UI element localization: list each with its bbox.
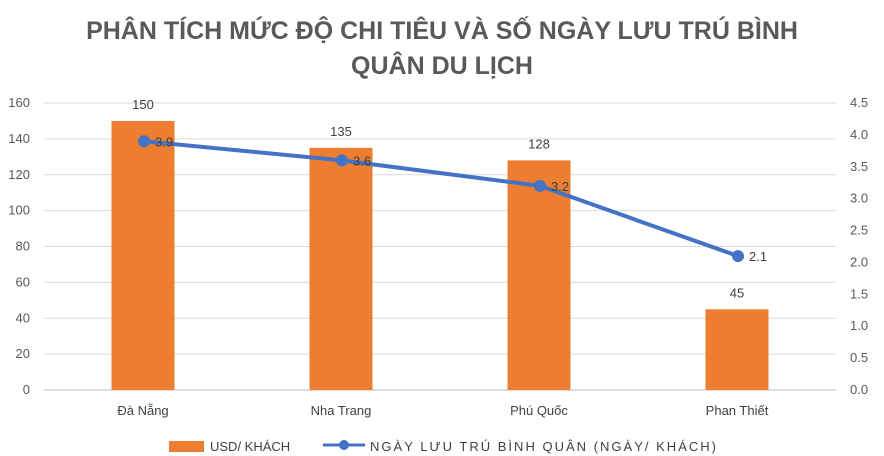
right-tick-label: 1.0 xyxy=(850,318,868,333)
gridlines xyxy=(44,102,836,391)
legend-line-label: NGÀY LƯU TRÚ BÌNH QUÂN (NGÀY/ KHÁCH) xyxy=(370,439,716,454)
right-tick-label: 3.0 xyxy=(850,191,868,206)
line-point xyxy=(534,179,546,192)
bar-data-label: 45 xyxy=(730,285,744,300)
bar xyxy=(705,309,769,390)
left-tick-label: 160 xyxy=(8,95,30,110)
right-tick-label: 2.5 xyxy=(850,223,868,238)
right-tick-label: 2.0 xyxy=(850,254,868,269)
category-label: Phú Quốc xyxy=(510,403,568,418)
right-tick-label: 1.5 xyxy=(850,286,868,301)
line-point xyxy=(336,154,348,167)
line-data-label: 3.9 xyxy=(155,134,173,149)
line-data-label: 3.6 xyxy=(353,153,371,168)
left-tick-label: 60 xyxy=(16,274,30,289)
bar xyxy=(111,120,175,390)
left-tick-label: 0 xyxy=(23,382,30,397)
left-tick-label: 40 xyxy=(16,310,30,325)
category-label: Phan Thiết xyxy=(706,403,769,418)
bar-data-label: 135 xyxy=(330,124,352,139)
category-label: Nha Trang xyxy=(311,403,372,418)
bar xyxy=(507,160,571,390)
right-tick-label: 0.0 xyxy=(850,382,868,397)
category-axis: Đà Nẵng Nha Trang Phú Quốc Phan Thiết xyxy=(117,403,768,418)
line-point xyxy=(732,250,744,263)
line-series: 3.9 3.6 3.2 2.1 xyxy=(138,134,767,264)
right-tick-label: 0.5 xyxy=(850,350,868,365)
right-tick-label: 4.0 xyxy=(850,127,868,142)
legend: USD/ KHÁCH NGÀY LƯU TRÚ BÌNH QUÂN (NGÀY/… xyxy=(169,439,716,454)
left-tick-label: 100 xyxy=(8,203,30,218)
legend-bar-label: USD/ KHÁCH xyxy=(210,439,290,454)
bar-data-label: 150 xyxy=(132,97,154,112)
legend-line-marker xyxy=(339,440,349,450)
bar xyxy=(309,147,373,390)
right-tick-label: 3.5 xyxy=(850,159,868,174)
left-tick-label: 120 xyxy=(8,167,30,182)
left-tick-label: 140 xyxy=(8,131,30,146)
right-axis: 0.0 0.5 1.0 1.5 2.0 2.5 3.0 3.5 4.0 4.5 xyxy=(850,95,868,397)
chart-title-line-1: PHÂN TÍCH MỨC ĐỘ CHI TIÊU VÀ SỐ NGÀY LƯU… xyxy=(86,15,798,45)
left-tick-label: 20 xyxy=(16,346,30,361)
left-tick-label: 80 xyxy=(16,239,30,254)
bar-data-label: 128 xyxy=(528,136,550,151)
legend-bar-swatch xyxy=(169,441,204,452)
line-path xyxy=(142,139,740,259)
right-tick-label: 4.5 xyxy=(850,95,868,110)
category-label: Đà Nẵng xyxy=(117,403,168,418)
line-point xyxy=(138,135,150,148)
line-data-label: 3.2 xyxy=(551,179,569,194)
left-axis: 0 20 40 60 80 100 120 140 160 xyxy=(8,95,30,397)
bar-series: 150 135 128 45 xyxy=(111,97,769,390)
line-data-label: 2.1 xyxy=(749,249,767,264)
chart-title-line-2: QUÂN DU LỊCH xyxy=(351,50,533,80)
